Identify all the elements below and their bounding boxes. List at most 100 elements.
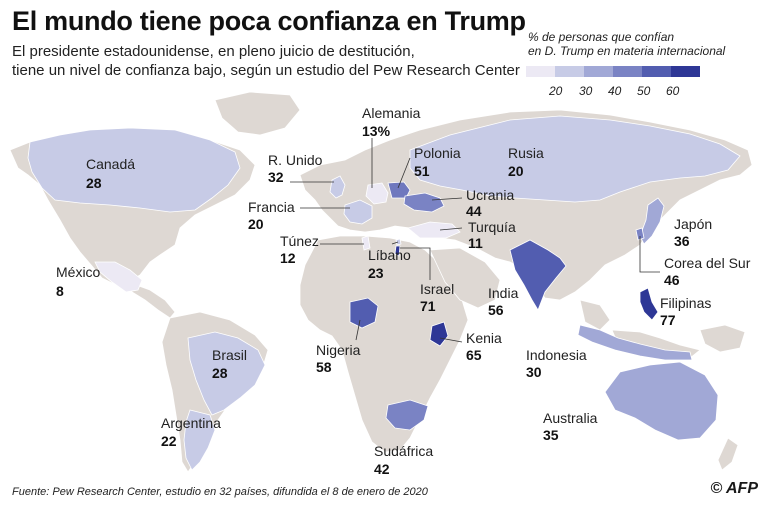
- country-nigeria: [349, 297, 379, 329]
- country-argentina: [183, 409, 216, 471]
- country-japan: [639, 197, 665, 245]
- country-turkey: [407, 221, 461, 239]
- leader-israel: [400, 247, 431, 280]
- legend-swatch-2: [555, 66, 584, 77]
- label-nigeria-value: 58: [316, 359, 332, 375]
- label-corea-value: 46: [664, 272, 680, 288]
- subtitle-line-1: El presidente estadounidense, en pleno j…: [12, 43, 415, 60]
- label-filipinas-name: Filipinas: [660, 295, 711, 311]
- legend-title-line-1: % de personas que confían: [528, 30, 675, 44]
- legend-swatch-1: [526, 66, 555, 77]
- country-ukraine: [403, 192, 445, 213]
- legend-tick-20: 20: [549, 84, 563, 98]
- label-indonesia-name: Indonesia: [526, 347, 587, 363]
- label-argentina-name: Argentina: [161, 415, 221, 431]
- label-kenia-value: 65: [466, 347, 482, 363]
- label-turquia-name: Turquía: [468, 219, 516, 235]
- land-arabia: [429, 247, 501, 309]
- label-mexico-value: 8: [56, 283, 64, 299]
- legend-swatch-6: [671, 66, 700, 77]
- legend-color-bar: [526, 66, 700, 77]
- leader-libano: [391, 241, 399, 245]
- label-libano-value: 23: [368, 265, 384, 281]
- page-subtitle: El presidente estadounidense, en pleno j…: [12, 42, 532, 80]
- country-canada: [27, 127, 241, 213]
- label-rusia-value: 20: [508, 163, 524, 179]
- label-kenia-name: Kenia: [466, 330, 502, 346]
- label-turquia-value: 11: [468, 235, 483, 251]
- color-legend: % de personas que confían en D. Trump en…: [520, 30, 760, 98]
- source-note: Fuente: Pew Research Center, estudio en …: [12, 486, 428, 498]
- legend-tick-50: 50: [637, 84, 651, 98]
- label-australia-name: Australia: [543, 410, 598, 426]
- label-polonia-value: 51: [414, 163, 430, 179]
- country-south-africa: [385, 399, 429, 431]
- label-runido-name: R. Unido: [268, 152, 323, 168]
- label-indonesia-value: 30: [526, 364, 542, 380]
- leader-corea: [639, 236, 660, 273]
- label-filipinas-value: 77: [660, 312, 676, 328]
- label-libano-name: Líbano: [368, 247, 411, 263]
- label-canada-name: Canadá: [86, 156, 135, 172]
- country-philippines: [639, 287, 659, 321]
- leader-turquia: [439, 227, 463, 231]
- leader-polonia: [397, 157, 411, 189]
- land-new-zealand: [717, 437, 739, 471]
- label-ucrania-name: Ucrania: [466, 187, 514, 203]
- label-nigeria-name: Nigeria: [316, 342, 361, 358]
- label-polonia-name: Polonia: [414, 145, 461, 161]
- label-canada-value: 28: [86, 175, 102, 191]
- highlighted-countries: [27, 115, 741, 471]
- country-australia: [604, 361, 719, 441]
- country-india: [509, 239, 567, 311]
- leader-nigeria: [355, 319, 361, 341]
- country-indonesia: [577, 324, 693, 361]
- label-corea-name: Corea del Sur: [664, 255, 751, 271]
- label-runido-value: 32: [268, 169, 284, 185]
- country-brazil: [187, 331, 266, 416]
- legend-title-line-2: en D. Trump en materia internacional: [528, 44, 726, 58]
- label-japon-value: 36: [674, 233, 690, 249]
- country-tunisia: [361, 235, 371, 251]
- country-uk: [329, 175, 346, 199]
- label-francia-name: Francia: [248, 199, 295, 215]
- label-israel-name: Israel: [420, 281, 454, 297]
- country-mexico: [94, 261, 143, 293]
- legend-swatch-5: [642, 66, 671, 77]
- country-lebanon: [395, 238, 402, 246]
- label-sudafrica-value: 42: [374, 461, 390, 477]
- afp-credit: © AFP: [710, 480, 758, 497]
- label-francia-value: 20: [248, 216, 264, 232]
- label-alemania-value: 13%: [362, 123, 391, 139]
- legend-tick-60: 60: [666, 84, 680, 98]
- country-poland: [387, 181, 411, 199]
- label-argentina-value: 22: [161, 433, 177, 449]
- legend-swatch-4: [613, 66, 642, 77]
- label-ucrania-value: 44: [466, 203, 482, 219]
- country-south-korea: [635, 227, 645, 241]
- label-tunez-value: 12: [280, 250, 296, 266]
- land-africa: [299, 235, 469, 453]
- subtitle-line-2: tiene un nivel de confianza bajo, según …: [12, 62, 520, 79]
- leader-ucrania: [431, 197, 463, 201]
- legend-swatch-3: [584, 66, 613, 77]
- country-israel: [394, 245, 401, 257]
- legend-tick-30: 30: [579, 84, 593, 98]
- legend-title: % de personas que confían en D. Trump en…: [520, 30, 760, 58]
- label-mexico-name: México: [56, 264, 101, 280]
- country-germany: [365, 182, 389, 205]
- label-india-name: India: [488, 285, 519, 301]
- country-labels: Canadá 28 R. Unido 32 Alemania 13% Polon…: [56, 105, 751, 477]
- legend-tick-40: 40: [608, 84, 622, 98]
- land-greenland: [214, 91, 301, 136]
- label-india-value: 56: [488, 302, 504, 318]
- label-brasil-name: Brasil: [212, 347, 247, 363]
- label-australia-value: 35: [543, 427, 559, 443]
- page-title: El mundo tiene poca confianza en Trump: [12, 6, 526, 36]
- label-tunez-name: Túnez: [280, 233, 319, 249]
- label-japon-name: Japón: [674, 216, 712, 232]
- label-brasil-value: 28: [212, 365, 228, 381]
- leader-kenia: [439, 337, 463, 343]
- label-sudafrica-name: Sudáfrica: [374, 443, 433, 459]
- country-france: [343, 199, 373, 225]
